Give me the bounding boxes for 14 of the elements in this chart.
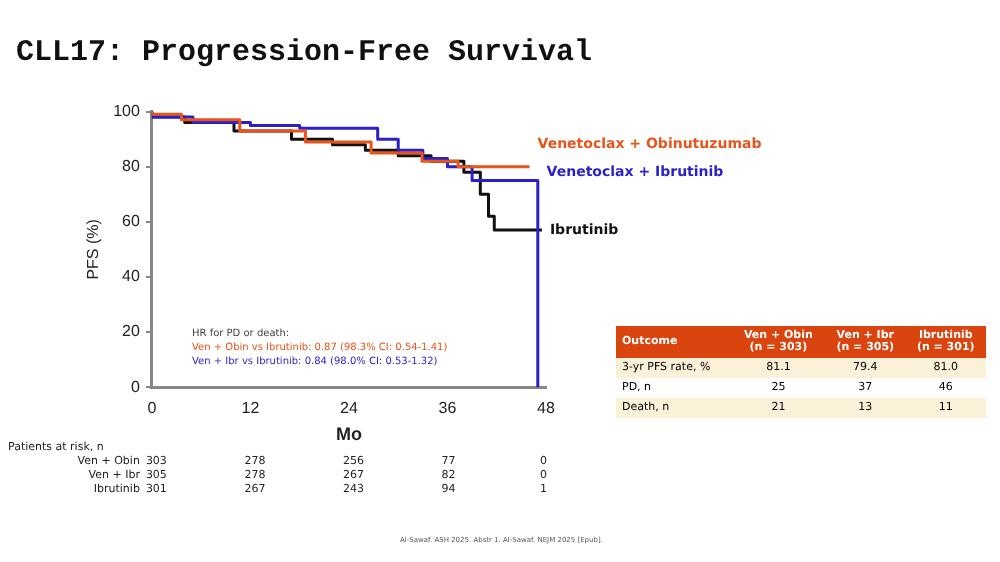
y-tick-label: 100	[113, 102, 141, 121]
y-tick-label: 80	[122, 157, 141, 176]
x-tick-label: 36	[438, 399, 458, 418]
x-tick-label: 0	[147, 399, 158, 418]
x-tick-label: 12	[241, 399, 261, 418]
x-tick-label: 24	[340, 399, 359, 418]
y-axis-title: PFS (%)	[84, 218, 103, 280]
x-axis-title: Mo	[335, 424, 363, 445]
x-tick-label: 48	[537, 399, 556, 418]
y-tick-label: 60	[122, 212, 141, 231]
y-tick-label: 40	[122, 267, 141, 286]
chart-title: CLL17: Progression-Free Survival	[16, 36, 593, 70]
y-tick-label: 20	[122, 322, 141, 341]
y-tick-label: 0	[130, 377, 141, 396]
